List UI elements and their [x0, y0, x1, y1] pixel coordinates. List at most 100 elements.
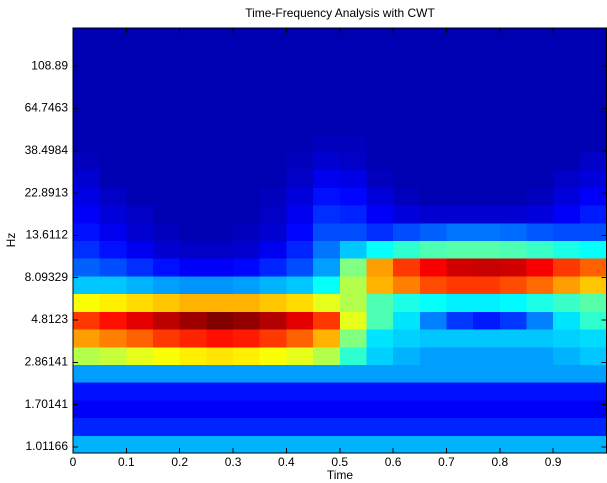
- heatmap-cell: [153, 28, 181, 47]
- heatmap-cell: [499, 258, 527, 277]
- x-tick-label: 0.9: [545, 455, 562, 469]
- heatmap-cell: [313, 28, 341, 47]
- heatmap-cell: [553, 28, 581, 47]
- heatmap-cell: [499, 134, 527, 153]
- heatmap-cell: [153, 169, 181, 188]
- heatmap-cell: [473, 417, 501, 436]
- heatmap-cell: [473, 435, 501, 454]
- heatmap-cell: [499, 81, 527, 100]
- heatmap-cell: [446, 45, 474, 64]
- heatmap-cell: [313, 63, 341, 82]
- heatmap-cell: [259, 382, 287, 401]
- heatmap-cell: [73, 63, 101, 82]
- heatmap-cell: [499, 417, 527, 436]
- heatmap-cell: [153, 205, 181, 224]
- heatmap-cell: [99, 28, 127, 47]
- heatmap-cell: [99, 240, 127, 259]
- heatmap-cell: [473, 364, 501, 383]
- heatmap-cell: [286, 435, 314, 454]
- heatmap-cell: [473, 98, 501, 118]
- heatmap-cell: [126, 435, 154, 454]
- heatmap-cell: [259, 63, 287, 82]
- heatmap-cell: [126, 63, 154, 82]
- heatmap-cell: [206, 435, 234, 454]
- heatmap-cell: [313, 329, 341, 348]
- heatmap-cell: [73, 311, 101, 330]
- heatmap-cell: [553, 435, 581, 454]
- heatmap-cell: [259, 116, 287, 135]
- heatmap-cell: [233, 151, 261, 171]
- heatmap-cell: [446, 240, 474, 259]
- heatmap-cell: [206, 45, 234, 64]
- heatmap-cell: [179, 116, 207, 135]
- x-tick-label: 0.7: [438, 455, 455, 469]
- heatmap-cell: [553, 293, 581, 312]
- heatmap-cell: [366, 293, 394, 312]
- heatmap-cell: [153, 151, 181, 171]
- heatmap-cell: [286, 116, 314, 135]
- heatmap-cell: [99, 417, 127, 436]
- heatmap-cell: [73, 364, 101, 383]
- heatmap-cell: [233, 187, 261, 206]
- heatmap-cell: [339, 258, 367, 277]
- heatmap-cell: [473, 134, 501, 153]
- heatmap-cell: [99, 329, 127, 348]
- heatmap-cell: [553, 275, 581, 295]
- heatmap-cell: [366, 116, 394, 135]
- heatmap-cell: [339, 222, 367, 241]
- heatmap-cell: [499, 275, 527, 295]
- heatmap-cell: [579, 63, 607, 82]
- heatmap-cell: [499, 382, 527, 401]
- heatmap-cell: [393, 169, 421, 188]
- heatmap-cell: [339, 134, 367, 153]
- x-tick-label: 0.1: [118, 455, 135, 469]
- heatmap-cell: [526, 275, 554, 295]
- heatmap-cell: [206, 134, 234, 153]
- heatmap-cell: [233, 346, 261, 365]
- x-tick-label: 0.6: [385, 455, 402, 469]
- heatmap-cell: [206, 258, 234, 277]
- heatmap-cell: [179, 435, 207, 454]
- heatmap-cell: [259, 45, 287, 64]
- heatmap-cell: [366, 382, 394, 401]
- heatmap-cell: [206, 63, 234, 82]
- heatmap-cell: [73, 293, 101, 312]
- heatmap-cell: [526, 364, 554, 383]
- heatmap-cell: [206, 222, 234, 241]
- heatmap-cell: [579, 134, 607, 153]
- heatmap-cell: [473, 275, 501, 295]
- heatmap-cell: [179, 399, 207, 419]
- heatmap-cell: [366, 45, 394, 64]
- heatmap-cell: [206, 116, 234, 135]
- heatmap-cell: [393, 346, 421, 365]
- heatmap-cell: [206, 293, 234, 312]
- heatmap-cell: [366, 346, 394, 365]
- heatmap-cell: [313, 169, 341, 188]
- heatmap-cell: [473, 187, 501, 206]
- heatmap-cell: [499, 98, 527, 118]
- heatmap-cell: [233, 435, 261, 454]
- heatmap-cell: [233, 399, 261, 419]
- heatmap-cell: [473, 151, 501, 171]
- heatmap-cell: [259, 311, 287, 330]
- heatmap-cell: [419, 205, 447, 224]
- heatmap-cell: [446, 151, 474, 171]
- heatmap-cell: [99, 98, 127, 118]
- heatmap-cell: [233, 382, 261, 401]
- heatmap-cell: [473, 169, 501, 188]
- x-tick-label: 0.4: [278, 455, 295, 469]
- heatmap-cell: [259, 169, 287, 188]
- heatmap-cell: [553, 45, 581, 64]
- heatmap-cell: [419, 382, 447, 401]
- heatmap-cell: [419, 240, 447, 259]
- heatmap-cell: [446, 222, 474, 241]
- heatmap-cell: [99, 205, 127, 224]
- heatmap-cell: [339, 240, 367, 259]
- heatmap-cell: [313, 187, 341, 206]
- heatmap-cell: [473, 28, 501, 47]
- heatmap-cell: [313, 364, 341, 383]
- heatmap-cell: [446, 63, 474, 82]
- heatmap-cell: [526, 329, 554, 348]
- heatmap-cell: [339, 45, 367, 64]
- heatmap-cell: [313, 293, 341, 312]
